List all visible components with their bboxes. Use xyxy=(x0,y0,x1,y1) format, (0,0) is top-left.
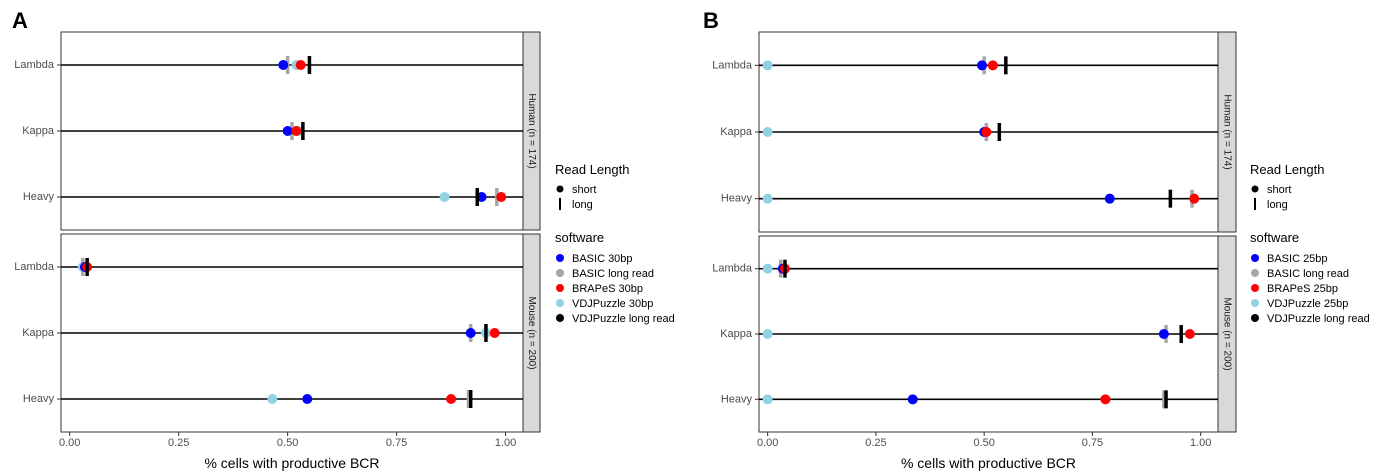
legend-short-symbol xyxy=(1251,185,1259,193)
data-point-basic-short xyxy=(302,394,313,404)
legend-swatch xyxy=(1251,314,1259,322)
legend-long-label: long xyxy=(1267,199,1288,211)
data-point-vdjpuzzle-short xyxy=(762,193,773,204)
data-point-brapes-short xyxy=(981,127,992,137)
y-tick-label: Heavy xyxy=(23,393,55,405)
y-tick-label: Heavy xyxy=(23,191,55,203)
data-point-brapes-short xyxy=(295,60,306,70)
panel-label: B xyxy=(703,8,719,33)
y-tick-label: Kappa xyxy=(22,327,55,339)
facet-strip-label: Human (n = 174) xyxy=(526,93,537,168)
y-tick-label: Heavy xyxy=(721,193,753,205)
data-point-basic-short xyxy=(476,192,487,202)
x-tick-label: 0.00 xyxy=(59,437,80,449)
legend-short-label: short xyxy=(572,184,596,196)
legend-long-label: long xyxy=(572,199,593,211)
legend-item-label: BRAPeS 30bp xyxy=(572,283,643,295)
facet-human: Human (n = 174) Lambda Kappa Heavy xyxy=(712,31,1237,233)
legend: Read Length short long software BASIC 30bp BA… xyxy=(555,162,675,325)
data-point-vdjpuzzle-short xyxy=(762,263,773,274)
data-point-vdjpuzzle-short xyxy=(762,127,773,137)
data-point-brapes-short xyxy=(489,328,500,338)
legend-swatch xyxy=(1251,269,1259,277)
legend-item-label: VDJPuzzle long read xyxy=(572,313,675,325)
x-tick-label: 0.50 xyxy=(277,437,298,449)
legend-item-label: BASIC long read xyxy=(1267,268,1349,280)
y-tick-label: Heavy xyxy=(721,393,753,405)
data-point-vdjpuzzle-short xyxy=(762,60,773,71)
legend-swatch xyxy=(556,314,564,322)
legend-short-label: short xyxy=(1267,184,1291,196)
facet-mouse: Mouse (n = 200) Lambda Kappa Heavy xyxy=(712,235,1237,433)
legend-item-label: VDJPuzzle long read xyxy=(1267,313,1370,325)
data-point-basic-short xyxy=(278,60,289,70)
legend-software-title: software xyxy=(1250,230,1299,245)
legend-swatch xyxy=(1251,254,1259,262)
x-tick-label: 0.75 xyxy=(386,437,407,449)
data-point-brapes-short xyxy=(1189,193,1200,204)
data-point-basic-short xyxy=(1104,193,1115,204)
y-tick-label: Kappa xyxy=(720,126,753,138)
data-point-basic-short xyxy=(465,328,476,338)
legend-read-length-title: Read Length xyxy=(1250,162,1324,177)
y-tick-label: Lambda xyxy=(712,263,753,275)
legend-read-length-title: Read Length xyxy=(555,162,629,177)
legend: Read Length short long software BASIC 25bp BA… xyxy=(1250,162,1370,325)
data-point-brapes-short xyxy=(446,394,457,404)
facet-strip-label: Human (n = 174) xyxy=(1222,94,1233,169)
data-point-vdjpuzzle-short xyxy=(762,394,773,405)
data-point-vdjpuzzle-short xyxy=(439,192,450,202)
data-point-brapes-short xyxy=(987,60,998,71)
legend-software-title: software xyxy=(555,230,604,245)
legend-swatch xyxy=(556,254,564,262)
y-tick-label: Kappa xyxy=(22,125,55,137)
y-tick-label: Lambda xyxy=(14,261,55,273)
x-tick-label: 1.00 xyxy=(1190,437,1211,449)
y-tick-label: Lambda xyxy=(14,59,55,71)
x-axis-title: % cells with productive BCR xyxy=(204,455,379,471)
y-tick-label: Kappa xyxy=(720,328,753,340)
x-axis-title: % cells with productive BCR xyxy=(901,455,1076,471)
x-tick-label: 0.75 xyxy=(1082,437,1103,449)
data-point-brapes-short xyxy=(1184,329,1195,339)
legend-swatch xyxy=(556,284,564,292)
data-point-vdjpuzzle-short xyxy=(267,394,278,404)
legend-item-label: BASIC long read xyxy=(572,268,654,280)
data-point-basic-short xyxy=(282,126,293,136)
x-tick-label: 0.00 xyxy=(757,437,778,449)
data-point-brapes-short xyxy=(496,192,507,202)
legend-short-symbol xyxy=(556,185,564,193)
y-tick-label: Lambda xyxy=(712,59,753,71)
facet-strip-label: Mouse (n = 200) xyxy=(526,296,537,369)
legend-item-label: VDJPuzzle 25bp xyxy=(1267,298,1348,310)
facet-strip-label: Mouse (n = 200) xyxy=(1222,297,1233,370)
data-point-vdjpuzzle-short xyxy=(762,329,773,339)
facet-mouse: Mouse (n = 200) Lambda Kappa Heavy xyxy=(14,233,541,433)
panel-label: A xyxy=(12,8,28,33)
legend-item-label: VDJPuzzle 30bp xyxy=(572,298,653,310)
legend-swatch xyxy=(1251,284,1259,292)
x-tick-label: 0.50 xyxy=(973,437,994,449)
x-tick-label: 1.00 xyxy=(495,437,516,449)
legend-item-label: BASIC 25bp xyxy=(1267,253,1328,265)
data-point-basic-short xyxy=(977,60,988,71)
legend-item-label: BASIC 30bp xyxy=(572,253,633,265)
data-point-brapes-short xyxy=(1100,394,1111,405)
legend-swatch xyxy=(1251,299,1259,307)
x-tick-label: 0.25 xyxy=(865,437,886,449)
data-point-basic-short xyxy=(1158,329,1169,339)
legend-swatch xyxy=(556,269,564,277)
facet-human: Human (n = 174) Lambda Kappa Heavy xyxy=(14,31,541,231)
legend-swatch xyxy=(556,299,564,307)
data-point-basic-short xyxy=(907,394,918,405)
legend-item-label: BRAPeS 25bp xyxy=(1267,283,1338,295)
data-point-brapes-short xyxy=(291,126,302,136)
x-tick-label: 0.25 xyxy=(168,437,189,449)
